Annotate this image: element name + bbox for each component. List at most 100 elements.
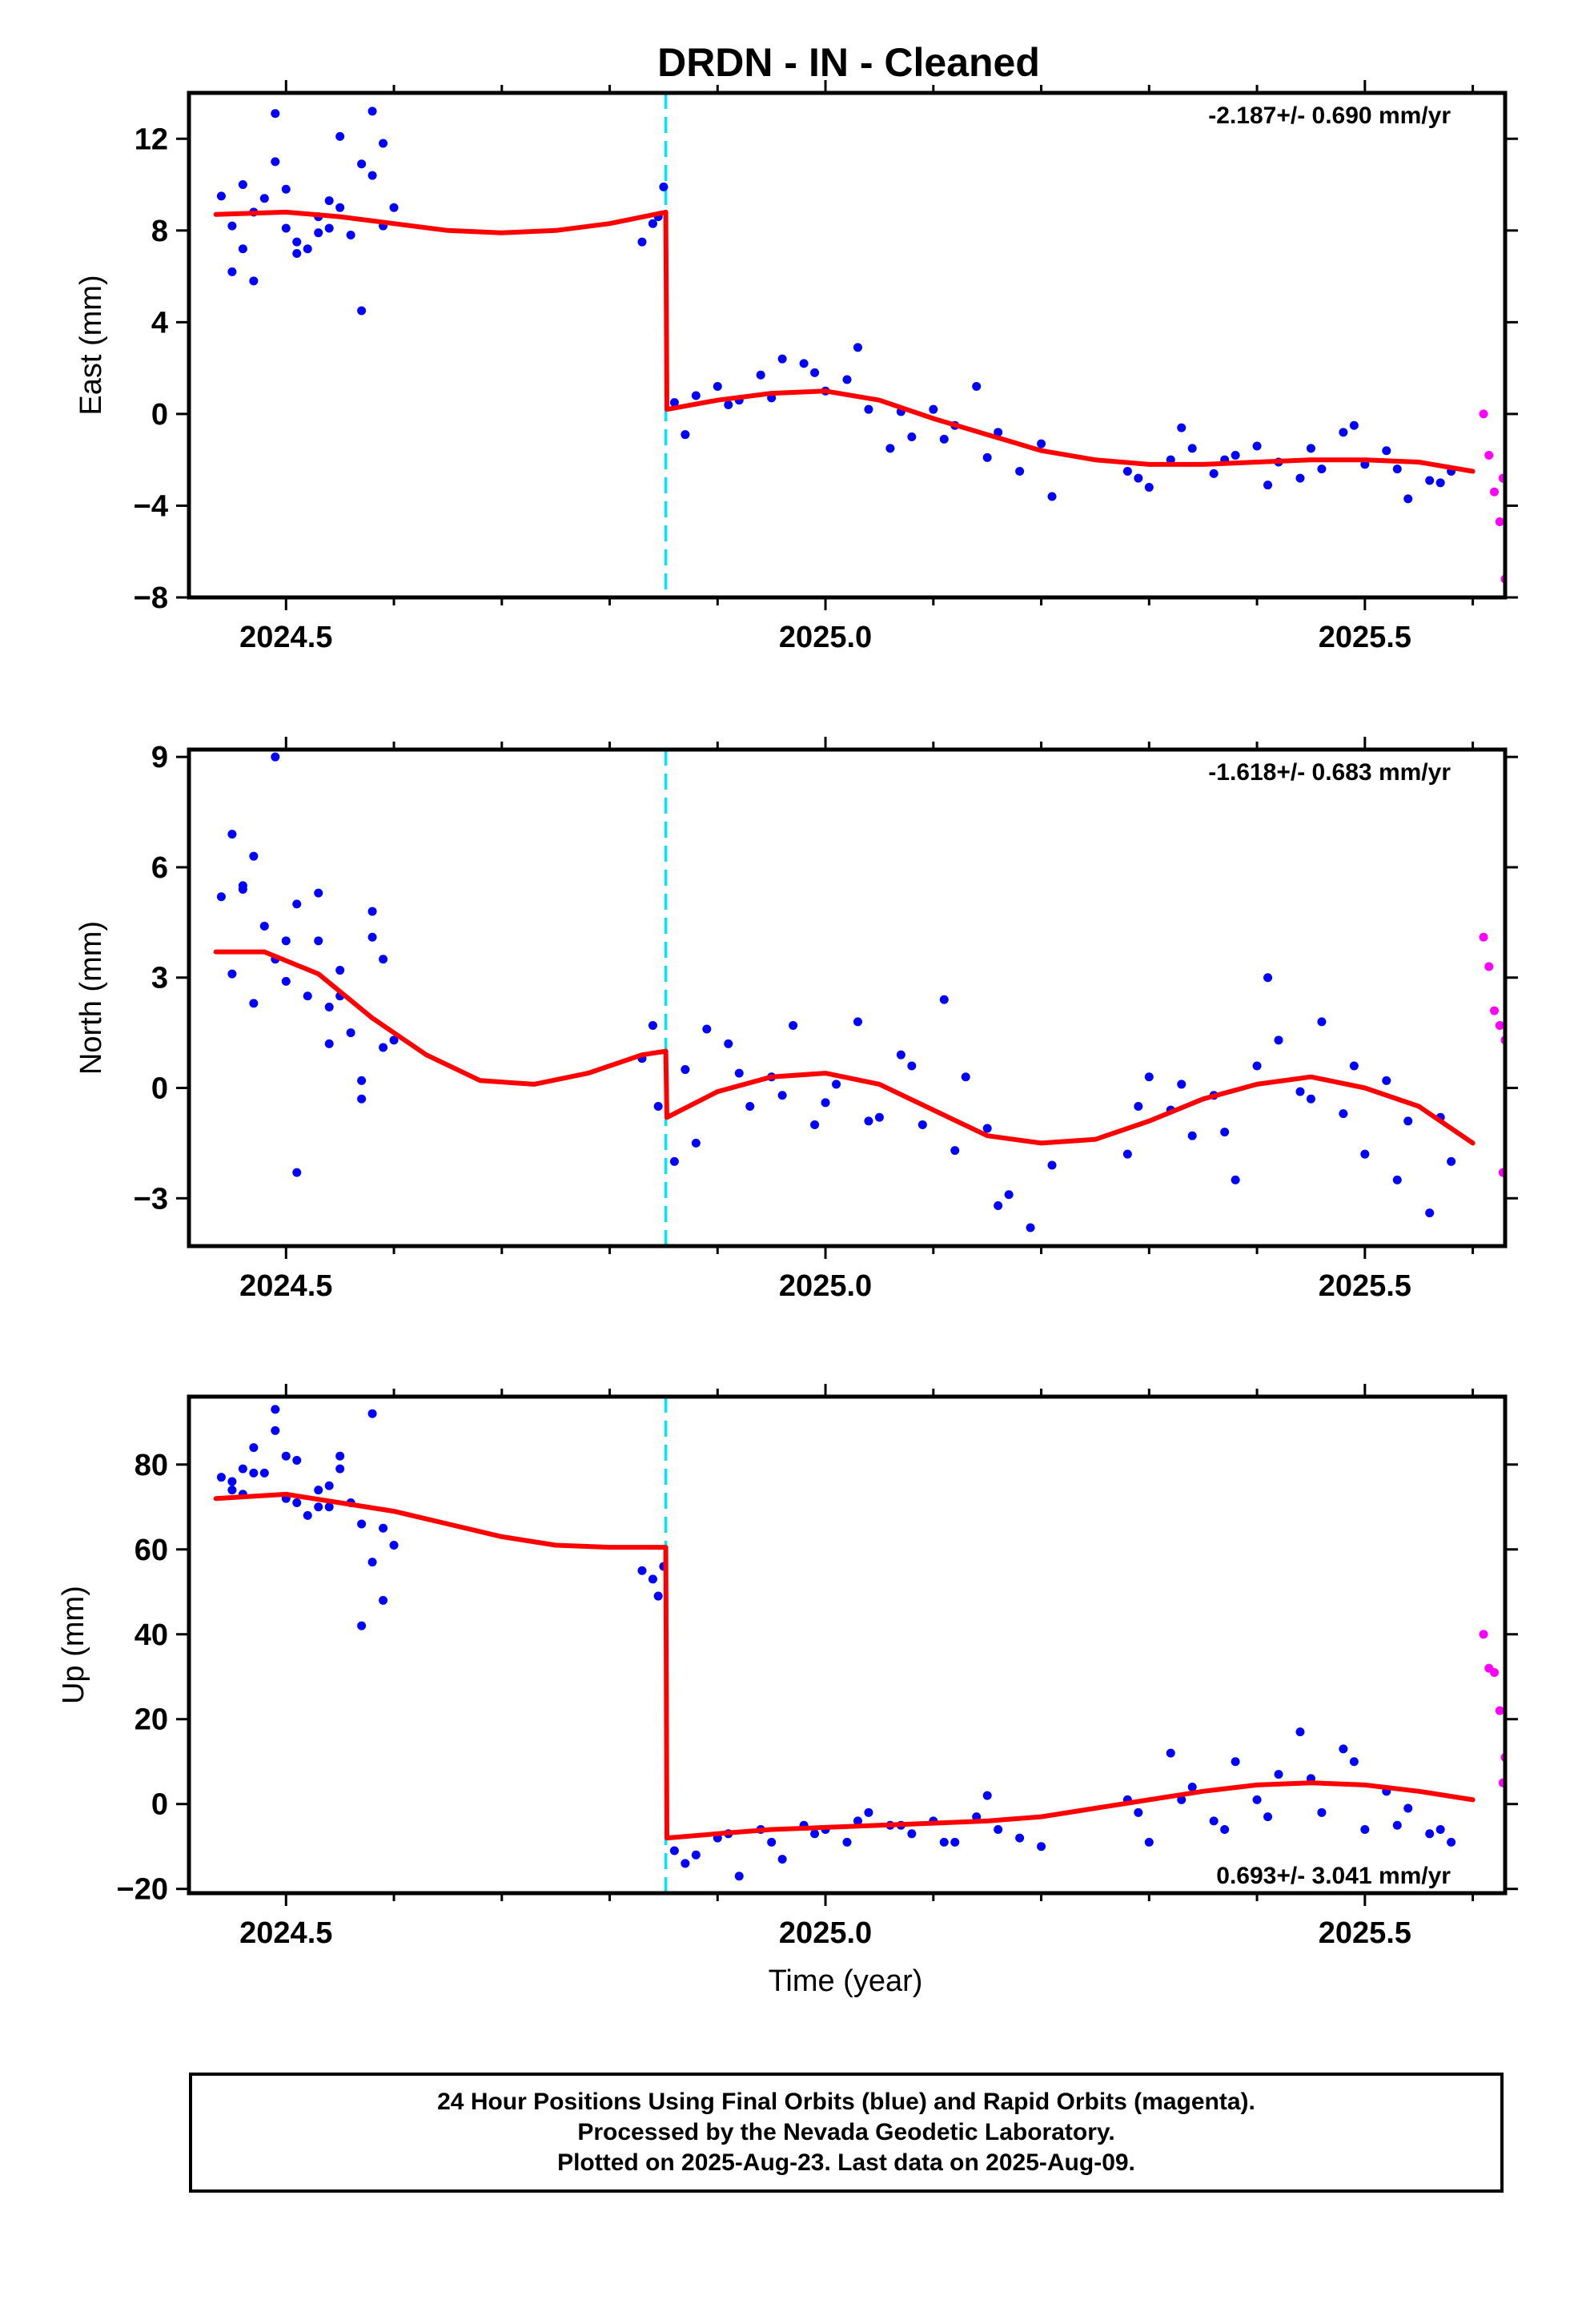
final-orbit-point	[324, 1002, 334, 1011]
final-orbit-point	[292, 237, 302, 247]
final-orbit-point	[379, 139, 388, 148]
caption-line-1: 24 Hour Positions Using Final Orbits (bl…	[437, 2089, 1255, 2115]
final-orbit-point	[1360, 1149, 1370, 1159]
final-orbit-point	[669, 1156, 679, 1166]
final-orbit-point	[314, 936, 323, 946]
final-orbit-point	[227, 1477, 237, 1486]
final-orbit-point	[367, 1558, 377, 1567]
y-tick-label: 4	[151, 306, 168, 340]
final-orbit-point	[379, 1595, 388, 1605]
final-orbit-point	[227, 830, 237, 839]
final-orbit-point	[917, 1120, 927, 1129]
final-orbit-point	[1220, 1825, 1230, 1835]
y-tick-label: 0	[151, 1788, 168, 1822]
final-orbit-point	[1134, 473, 1143, 483]
final-orbit-point	[1392, 1820, 1402, 1830]
final-orbit-point	[324, 223, 334, 233]
final-orbit-point	[292, 1168, 302, 1177]
final-orbit-point	[669, 398, 679, 408]
final-orbit-point	[271, 1425, 280, 1435]
final-orbit-point	[367, 1409, 377, 1418]
final-orbit-point	[1144, 1837, 1154, 1847]
final-orbit-point	[292, 1455, 302, 1465]
final-orbit-point	[1220, 1128, 1230, 1137]
final-orbit-point	[357, 1621, 367, 1630]
final-orbit-point	[853, 1816, 862, 1826]
final-orbit-point	[939, 995, 949, 1004]
final-orbit-point	[681, 1859, 690, 1868]
final-orbit-point	[357, 1076, 367, 1085]
final-orbit-point	[1177, 423, 1186, 432]
final-orbit-point	[357, 159, 367, 169]
final-orbit-point	[1144, 1072, 1154, 1082]
final-orbit-point	[950, 1837, 960, 1847]
rapid-orbit-point	[1495, 1020, 1504, 1030]
final-orbit-point	[271, 1405, 280, 1414]
final-orbit-point	[691, 1850, 701, 1860]
final-orbit-point	[659, 182, 669, 191]
final-orbit-point	[1339, 428, 1348, 437]
final-orbit-point	[216, 191, 226, 201]
final-orbit-point	[1382, 1076, 1391, 1085]
y-tick-label: 3	[151, 962, 168, 995]
final-orbit-point	[907, 1829, 917, 1839]
final-orbit-point	[994, 1200, 1003, 1210]
final-orbit-point	[1026, 1223, 1035, 1232]
final-orbit-point	[1435, 1825, 1445, 1835]
final-orbit-point	[864, 1116, 873, 1126]
final-orbit-point	[367, 171, 377, 180]
final-orbit-point	[1349, 420, 1359, 430]
final-orbit-point	[842, 1837, 852, 1847]
final-orbit-point	[1122, 467, 1132, 476]
final-orbit-point	[724, 400, 733, 409]
final-orbit-point	[324, 1481, 334, 1490]
final-orbit-point	[637, 237, 647, 247]
rapid-orbit-point	[1479, 1630, 1488, 1639]
panel-up: 2024.5 2025.0 2025.5 −20 0 20 40 60 80 Up (mm) Tim…	[57, 1384, 1518, 1998]
final-orbit-point	[907, 1061, 917, 1071]
final-orbit-point	[379, 1523, 388, 1533]
caption-line-3: Plotted on 2025-Aug-23. Last data on 202…	[557, 2149, 1135, 2176]
final-orbit-point	[713, 382, 722, 392]
velocity-annotation: 0.693+/- 3.041 mm/yr	[1216, 1863, 1451, 1889]
rapid-orbit-point	[1490, 1006, 1500, 1015]
x-tick-label: 2025.5	[1319, 1916, 1411, 1950]
final-orbit-point	[1403, 494, 1413, 504]
y-tick-label: 6	[151, 851, 168, 885]
final-orbit-point	[972, 382, 982, 392]
final-orbit-point	[1015, 1833, 1025, 1843]
caption-line-2: Processed by the Nevada Geodetic Laborat…	[577, 2119, 1115, 2145]
final-orbit-point	[982, 1124, 992, 1133]
final-orbit-point	[669, 1846, 679, 1856]
final-orbit-point	[756, 370, 765, 380]
y-tick-label: 60	[135, 1534, 168, 1567]
final-orbit-point	[367, 107, 377, 116]
final-orbit-point	[810, 1829, 820, 1839]
final-orbit-point	[777, 1091, 787, 1100]
final-orbit-point	[1166, 1748, 1175, 1758]
final-orbit-point	[367, 932, 377, 942]
y-tick-label: 9	[151, 741, 168, 774]
final-orbit-point	[1047, 1160, 1057, 1170]
final-orbit-point	[842, 375, 852, 384]
final-orbit-point	[389, 203, 399, 212]
final-orbit-point	[335, 1451, 345, 1461]
final-orbit-point	[1317, 1807, 1327, 1817]
final-orbit-point	[950, 1146, 960, 1156]
final-orbit-point	[227, 1486, 237, 1495]
final-orbit-point	[874, 1112, 884, 1122]
final-orbit-point	[281, 1451, 291, 1461]
x-axis-label: Time (year)	[769, 1964, 923, 1998]
y-tick-label: −4	[134, 489, 168, 523]
final-orbit-point	[1382, 446, 1391, 456]
final-orbit-point	[1425, 1208, 1435, 1218]
final-orbit-point	[691, 1138, 701, 1148]
final-orbit-point	[324, 1039, 334, 1048]
final-orbit-point	[1263, 973, 1273, 983]
caption-box: 24 Hour Positions Using Final Orbits (bl…	[189, 2073, 1504, 2193]
final-orbit-point	[1435, 478, 1445, 488]
final-orbit-point	[346, 1028, 355, 1038]
final-orbit-point	[1037, 1842, 1046, 1852]
x-tick-label: 2025.0	[779, 1269, 872, 1303]
model-fit-line	[213, 209, 1476, 474]
